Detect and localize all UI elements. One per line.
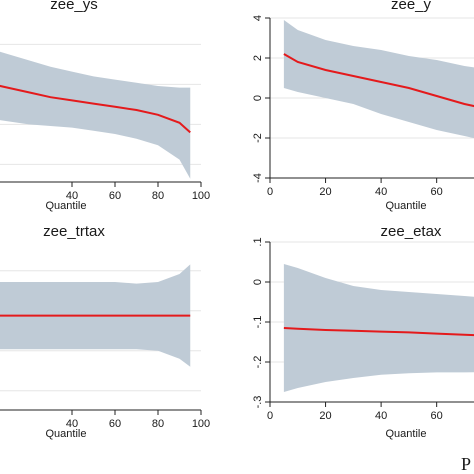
x-tick-label-2-1: 60 <box>109 418 121 430</box>
panel-title-zee-ys: zee_ys <box>50 0 98 13</box>
x-axis-label-zee-etax: Quantile <box>386 428 427 440</box>
estimate-line-3 <box>283 327 474 337</box>
panel-title-zee-etax: zee_etax <box>381 223 442 240</box>
x-axis-label-zee-trtax: Quantile <box>46 428 87 440</box>
y-tick-label-3-0: -.3 <box>252 396 264 409</box>
y-tick-label-1-0: -4 <box>252 173 264 183</box>
y-tick-label-1-3: 2 <box>252 55 264 61</box>
confidence-band-1 <box>283 20 474 139</box>
y-tick-label-1-2: 0 <box>252 95 264 101</box>
x-tick-label-1-1: 20 <box>319 186 331 198</box>
y-tick-label-1-4: 4 <box>252 15 264 21</box>
x-tick-label-1-3: 60 <box>431 186 443 198</box>
x-tick-label-1-2: 40 <box>375 186 387 198</box>
y-tick-label-3-4: .1 <box>252 237 264 246</box>
x-tick-label-3-3: 60 <box>431 410 443 422</box>
estimate-line-0 <box>0 84 191 134</box>
x-tick-label-1-0: 0 <box>267 186 273 198</box>
panel-title-zee-y: zee_y <box>391 0 432 13</box>
x-tick-label-3-0: 0 <box>267 410 273 422</box>
x-tick-label-3-1: 20 <box>319 410 331 422</box>
x-tick-label-0-0: 40 <box>66 190 78 202</box>
y-tick-label-1-1: -2 <box>252 133 264 143</box>
x-tick-label-0-1: 60 <box>109 190 121 202</box>
x-tick-label-2-2: 80 <box>152 418 164 430</box>
y-tick-label-3-2: -.1 <box>252 316 264 329</box>
y-tick-label-3-3: 0 <box>252 279 264 285</box>
x-tick-label-2-3: 100 <box>192 418 210 430</box>
confidence-band-3 <box>283 264 474 392</box>
estimate-line-1 <box>283 53 474 108</box>
confidence-band-0 <box>0 51 191 179</box>
y-tick-label-3-1: -.2 <box>252 356 264 369</box>
corner-text: P <box>461 454 471 474</box>
panel-title-zee-trtax: zee_trtax <box>43 223 105 240</box>
x-axis-label-zee-y: Quantile <box>386 200 427 212</box>
x-axis-label-zee-ys: Quantile <box>46 200 87 212</box>
x-tick-label-2-0: 40 <box>66 418 78 430</box>
x-tick-label-0-3: 100 <box>192 190 210 202</box>
x-tick-label-0-2: 80 <box>152 190 164 202</box>
x-tick-label-3-2: 40 <box>375 410 387 422</box>
